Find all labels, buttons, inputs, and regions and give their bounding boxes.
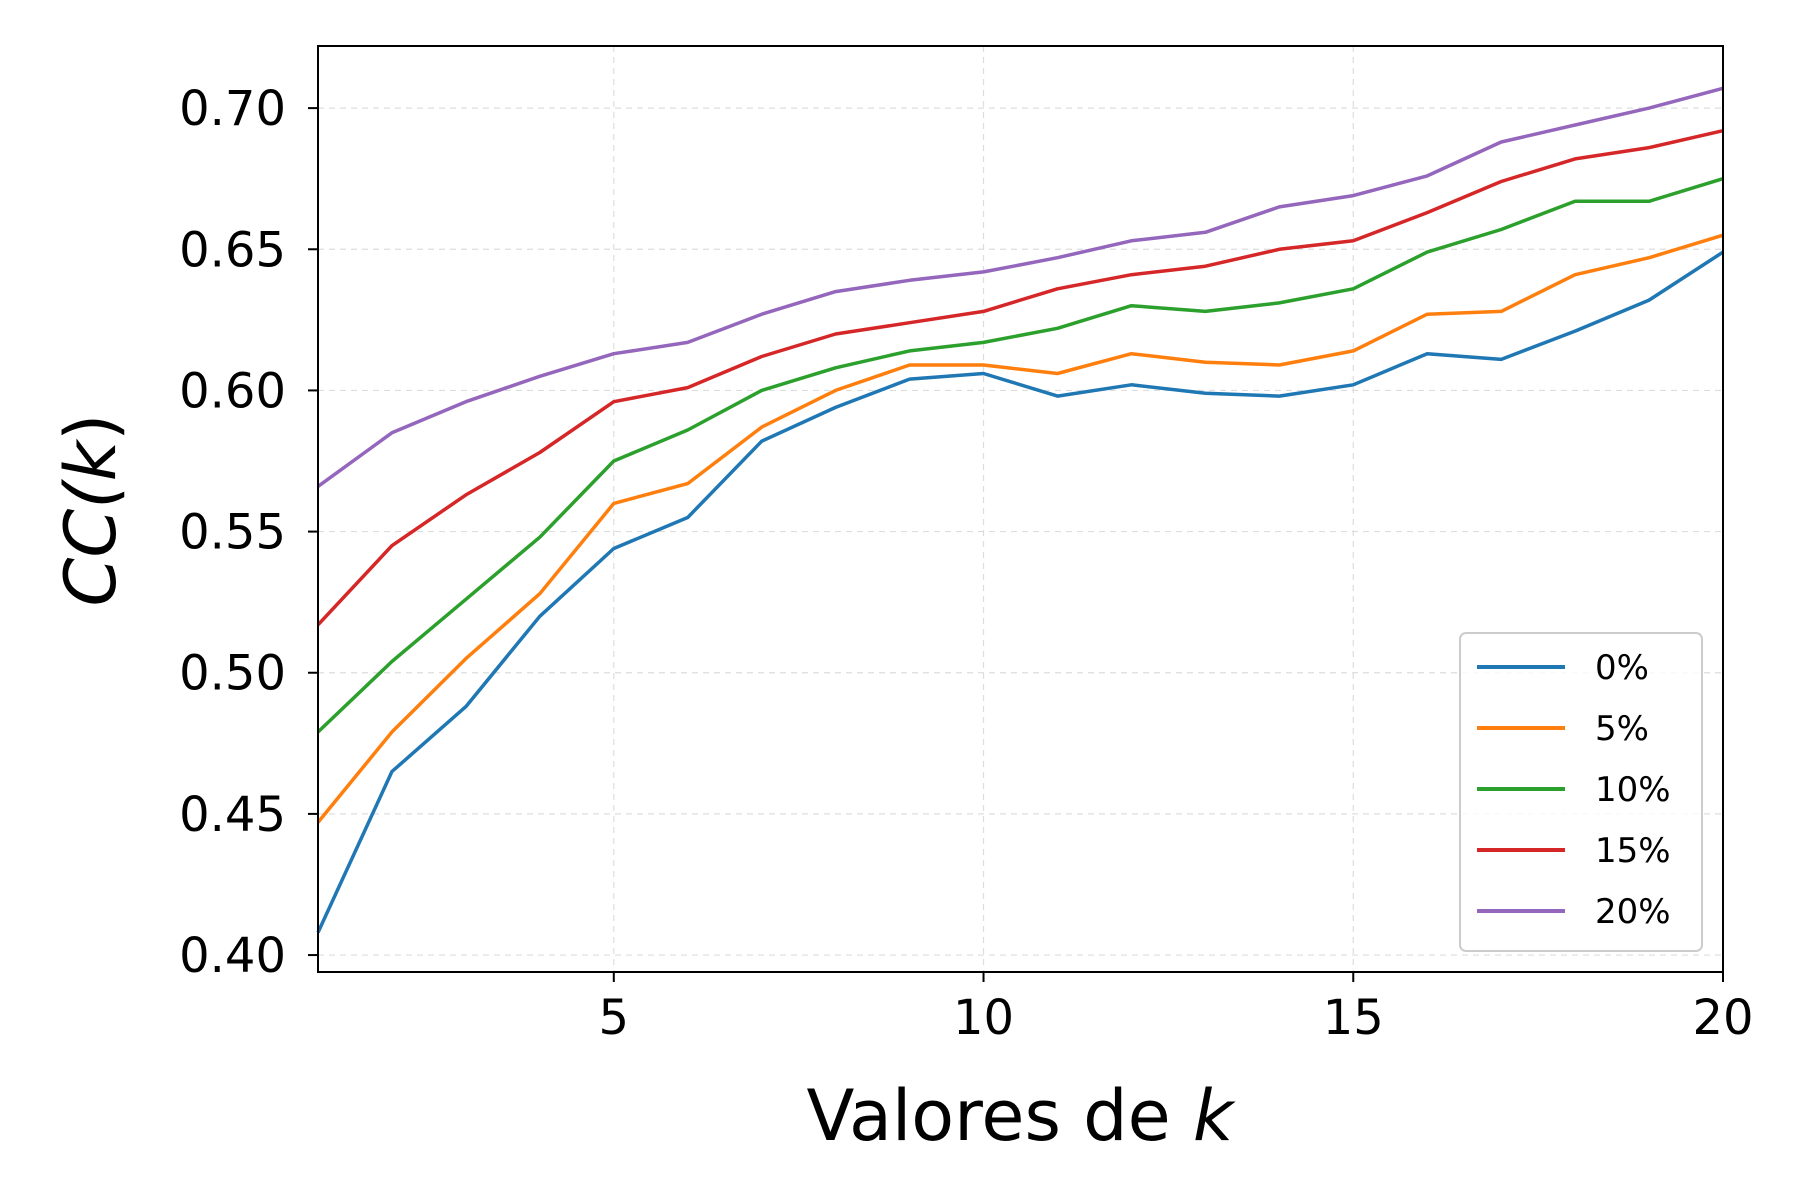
legend-label: 0% xyxy=(1595,648,1649,688)
series-lines xyxy=(316,86,1724,934)
axis-ticks: 5 10 15 20 0.40 0.45 0.50 0.55 0.60 0.65 0.70 xyxy=(179,81,1753,1046)
series-line-0pct xyxy=(316,250,1724,934)
x-tick-label: 20 xyxy=(1692,990,1753,1046)
y-tick-label: 0.55 xyxy=(179,505,286,561)
x-tick-label: 10 xyxy=(953,990,1014,1046)
x-tick-label: 5 xyxy=(599,990,630,1046)
series-line-5pct xyxy=(316,233,1724,824)
plot-frame xyxy=(317,45,1724,973)
y-tick-label: 0.65 xyxy=(179,222,286,278)
legend-label: 5% xyxy=(1595,709,1649,749)
y-tick-label: 0.70 xyxy=(179,81,286,137)
series-line-20pct xyxy=(316,86,1724,488)
legend-label: 10% xyxy=(1595,770,1671,810)
y-tick-label: 0.40 xyxy=(179,928,286,984)
y-tick-label: 0.50 xyxy=(179,646,286,702)
legend-label: 15% xyxy=(1595,831,1671,871)
series-line-10pct xyxy=(316,177,1724,734)
series-line-15pct xyxy=(316,128,1724,626)
legend-box xyxy=(1459,632,1703,952)
y-tick-label: 0.45 xyxy=(179,787,286,843)
legend: 0% 5% 10% 15% 20% xyxy=(1459,632,1703,952)
legend-label: 20% xyxy=(1595,892,1671,932)
y-axis-title: CC(k) xyxy=(50,414,132,607)
x-tick-label: 15 xyxy=(1323,990,1384,1046)
y-tick-label: 0.60 xyxy=(179,363,286,419)
x-axis-title: Valores de k xyxy=(807,1075,1236,1157)
